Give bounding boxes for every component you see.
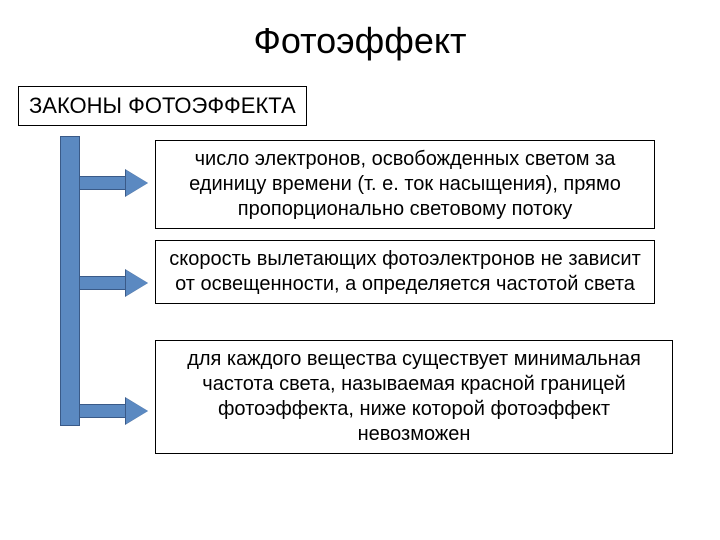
arrow-stem bbox=[79, 276, 127, 290]
arrow-head bbox=[126, 398, 148, 424]
branch-arrow-3 bbox=[79, 400, 151, 422]
trunk-bar bbox=[60, 136, 80, 426]
arrow-stem bbox=[79, 176, 127, 190]
law-box-1: число электронов, освобожденных светом з… bbox=[155, 140, 655, 229]
arrow-stem bbox=[79, 404, 127, 418]
arrow-head bbox=[126, 170, 148, 196]
law-box-3: для каждого вещества существует минималь… bbox=[155, 340, 673, 454]
branch-arrow-1 bbox=[79, 172, 151, 194]
law-box-2: скорость вылетающих фотоэлектронов не за… bbox=[155, 240, 655, 304]
header-box: ЗАКОНЫ ФОТОЭФФЕКТА bbox=[18, 86, 307, 126]
page-title: Фотоэффект bbox=[0, 0, 720, 62]
branch-arrow-2 bbox=[79, 272, 151, 294]
arrow-head bbox=[126, 270, 148, 296]
